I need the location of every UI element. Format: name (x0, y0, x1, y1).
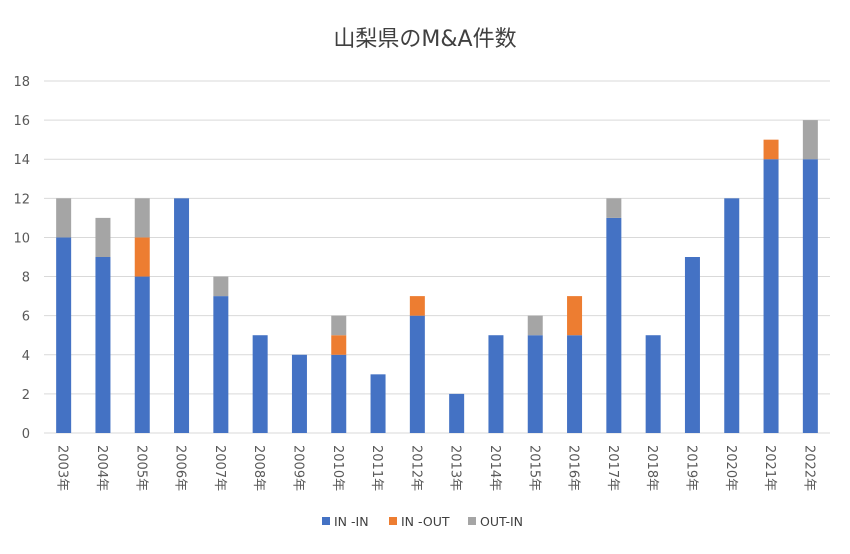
x-tick-label: 2014年 (487, 445, 502, 491)
x-tick-label: 2013年 (448, 445, 463, 491)
x-tick-label: 2016年 (566, 445, 581, 491)
y-tick-label: 10 (13, 231, 30, 246)
x-tick-label: 2005年 (133, 445, 148, 491)
x-tick-label: 2021年 (762, 445, 777, 491)
bar-out-in (56, 198, 72, 238)
legend-label: IN -OUT (401, 514, 450, 529)
bar-in-in (449, 393, 465, 433)
bar-in-out (567, 296, 583, 336)
y-tick-label: 2 (22, 388, 30, 403)
bar-in-in (409, 315, 425, 433)
bar-in-in (488, 335, 504, 433)
gridlines (44, 80, 830, 434)
x-tick-label: 2019年 (683, 445, 698, 491)
y-tick-label: 8 (22, 271, 30, 286)
bar-out-in (606, 198, 622, 218)
bar-in-out (409, 296, 425, 316)
bar-in-in (331, 354, 347, 433)
bar-in-in (802, 159, 818, 433)
x-tick-label: 2022年 (801, 445, 816, 491)
x-tick-label: 2011年 (369, 445, 384, 491)
y-tick-label: 6 (22, 310, 30, 325)
bar-in-in (174, 198, 190, 433)
bar-out-in (527, 315, 543, 336)
legend-swatch (468, 517, 476, 525)
y-tick-label: 4 (22, 349, 30, 364)
x-tick-label: 2008年 (251, 445, 266, 491)
x-axis-ticks: 2003年 2004年 2005年 2006年 2007年 2008年 2009年 2010年… (55, 445, 817, 491)
y-axis-ticks: 0 2 4 6 8 10 12 14 16 18 (13, 75, 30, 442)
bar-in-in (684, 257, 700, 433)
bar-in-in (606, 217, 622, 433)
y-tick-label: 16 (13, 114, 30, 129)
x-tick-label: 2004年 (94, 445, 109, 491)
x-tick-label: 2010年 (330, 445, 345, 491)
bar-out-in (331, 315, 347, 336)
legend-swatch (322, 517, 330, 525)
chart-title: 山梨県のM&A件数 (333, 27, 516, 52)
x-tick-label: 2017年 (605, 445, 620, 491)
legend-label: OUT-IN (480, 514, 523, 529)
x-tick-label: 2018年 (644, 445, 659, 491)
x-tick-label: 2003年 (55, 445, 70, 491)
x-tick-label: 2012年 (408, 445, 423, 491)
bar-out-in (95, 217, 111, 257)
y-tick-label: 0 (22, 427, 30, 442)
bars (56, 120, 818, 433)
legend-swatch (389, 517, 397, 525)
bar-out-in (802, 120, 818, 160)
y-tick-label: 14 (13, 153, 30, 168)
bar-in-out (134, 237, 150, 277)
bar-in-out (331, 335, 347, 355)
bar-in-in (724, 198, 740, 433)
x-tick-label: 2009年 (290, 445, 305, 491)
bar-in-in (645, 335, 661, 433)
bar-in-in (213, 296, 229, 433)
x-tick-label: 2020年 (723, 445, 738, 491)
legend-label: IN -IN (334, 514, 369, 529)
bar-in-in (527, 335, 543, 433)
bar-in-in (763, 159, 779, 433)
bar-out-in (134, 198, 150, 238)
bar-in-in (567, 335, 583, 433)
x-tick-label: 2006年 (173, 445, 188, 491)
bar-in-in (134, 276, 150, 433)
bar-in-in (56, 237, 72, 433)
x-tick-label: 2007年 (212, 445, 227, 491)
y-tick-label: 18 (13, 75, 30, 90)
bar-in-in (95, 257, 111, 433)
bar-in-in (291, 354, 307, 433)
x-tick-label: 2015年 (526, 445, 541, 491)
legend: IN -IN IN -OUT OUT-IN (322, 514, 523, 529)
bar-in-in (252, 335, 268, 433)
bar-in-in (370, 374, 386, 433)
y-tick-label: 12 (13, 192, 30, 207)
bar-in-out (763, 139, 779, 160)
bar-out-in (213, 276, 229, 297)
